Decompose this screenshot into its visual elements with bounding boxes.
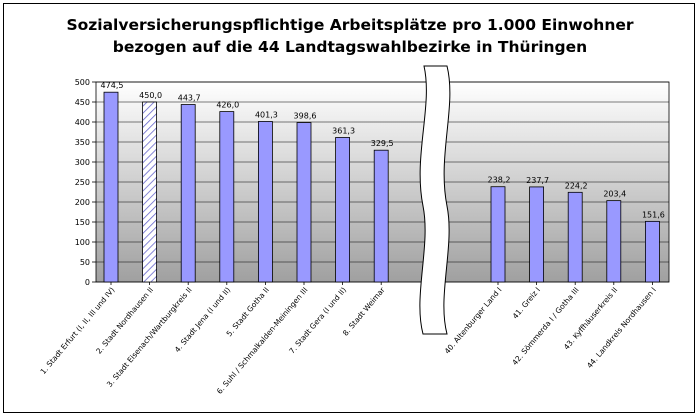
chart-subtitle: bezogen auf die 44 Landtagswahlbezirke i… (113, 38, 587, 56)
x-tick-label: 40. Altenburger Land I (443, 286, 504, 356)
data-label: 203,4 (603, 190, 626, 199)
y-tick-label: 150 (75, 218, 90, 227)
x-tick-label: 8. Stadt Weimar (341, 285, 387, 338)
bar (180, 104, 196, 283)
y-tick-label: 200 (75, 198, 90, 207)
bar (490, 186, 506, 283)
bar (219, 111, 235, 283)
data-label: 151,6 (642, 210, 665, 219)
data-label: 450,0 (139, 91, 162, 100)
bar-highlighted (142, 101, 158, 283)
y-tick-label: 250 (75, 178, 90, 187)
x-tick-label: 41. Greiz I (511, 286, 543, 321)
bar (257, 121, 273, 283)
data-label: 237,7 (526, 176, 549, 185)
y-tick-label: 450 (75, 98, 90, 107)
chart-frame: Sozialversicherungspflichtige Arbeitsplä… (3, 3, 695, 413)
y-tick-label: 50 (80, 258, 90, 267)
chart: Sozialversicherungspflichtige Arbeitsplä… (39, 16, 670, 396)
x-tick-label: 44. Landkreis Nordhausen I (585, 286, 658, 370)
data-label: 224,2 (565, 181, 588, 190)
bar (606, 200, 622, 283)
bar (296, 122, 312, 283)
chart-title: Sozialversicherungspflichtige Arbeitsplä… (66, 16, 633, 34)
data-label: 398,6 (294, 112, 317, 121)
x-tick-label: 42. Sömmerda I / Gotha III (510, 286, 580, 367)
y-tick-label: 0 (85, 278, 90, 287)
bar (567, 191, 583, 283)
bar (645, 220, 660, 283)
data-label: 361,3 (332, 126, 355, 135)
y-tick-label: 400 (75, 118, 90, 127)
bar (335, 137, 351, 283)
x-tick-label: 1. Stadt Erfurt (I, II, III und IV) (39, 285, 117, 376)
bar (373, 149, 389, 283)
data-label: 238,2 (488, 176, 511, 185)
y-tick-label: 300 (75, 158, 90, 167)
data-label: 426,0 (216, 101, 239, 110)
data-label: 401,3 (255, 110, 278, 119)
x-tick-label: 3. Stadt Eisenach/Wartburgkreis II (105, 286, 194, 389)
data-label: 329,5 (371, 139, 394, 148)
y-tick-label: 100 (75, 238, 90, 247)
y-tick-label: 500 (75, 78, 90, 87)
y-tick-label: 350 (75, 138, 90, 147)
data-label: 443,7 (178, 94, 201, 103)
bar (529, 186, 544, 283)
data-label: 474,5 (101, 81, 124, 90)
axis-break (419, 65, 451, 335)
bar (103, 91, 119, 283)
